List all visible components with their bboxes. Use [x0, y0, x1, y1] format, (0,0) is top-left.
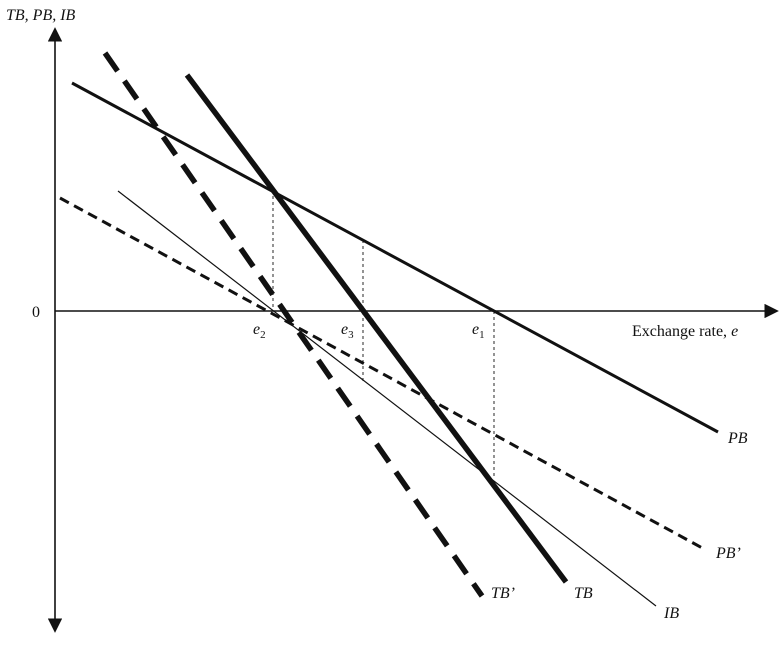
tb-prime-curve: [102, 51, 485, 598]
point-label-e1-sub: 1: [479, 329, 485, 341]
pb-prime-curve: [59, 196, 707, 552]
pb-prime-label: PB’: [715, 545, 741, 562]
point-label-e2-sub: 2: [260, 329, 266, 341]
tb-prime-label: TB’: [491, 585, 515, 602]
origin-label: 0: [32, 304, 40, 321]
y-axis-label: TB, PB, IB: [6, 7, 76, 24]
point-label-e3-base: e: [341, 321, 348, 338]
pb-label: PB: [727, 430, 748, 447]
pb-curve: [71, 81, 719, 434]
x-axis-label-var: e: [731, 323, 738, 340]
tb-label: TB: [574, 585, 593, 602]
point-label-e3-sub: 3: [348, 329, 354, 341]
point-label-e2: e2: [253, 321, 266, 341]
point-label-e2-base: e: [253, 321, 260, 338]
ib-label: IB: [663, 605, 679, 622]
point-label-e1: e1: [472, 321, 485, 341]
point-label-e3: e3: [341, 321, 354, 341]
x-axis-label-text: Exchange rate,: [632, 323, 731, 340]
ib-curve: [117, 190, 657, 607]
tb-curve: [184, 73, 569, 584]
x-axis-label: Exchange rate, e: [632, 323, 738, 340]
point-label-e1-base: e: [472, 321, 479, 338]
